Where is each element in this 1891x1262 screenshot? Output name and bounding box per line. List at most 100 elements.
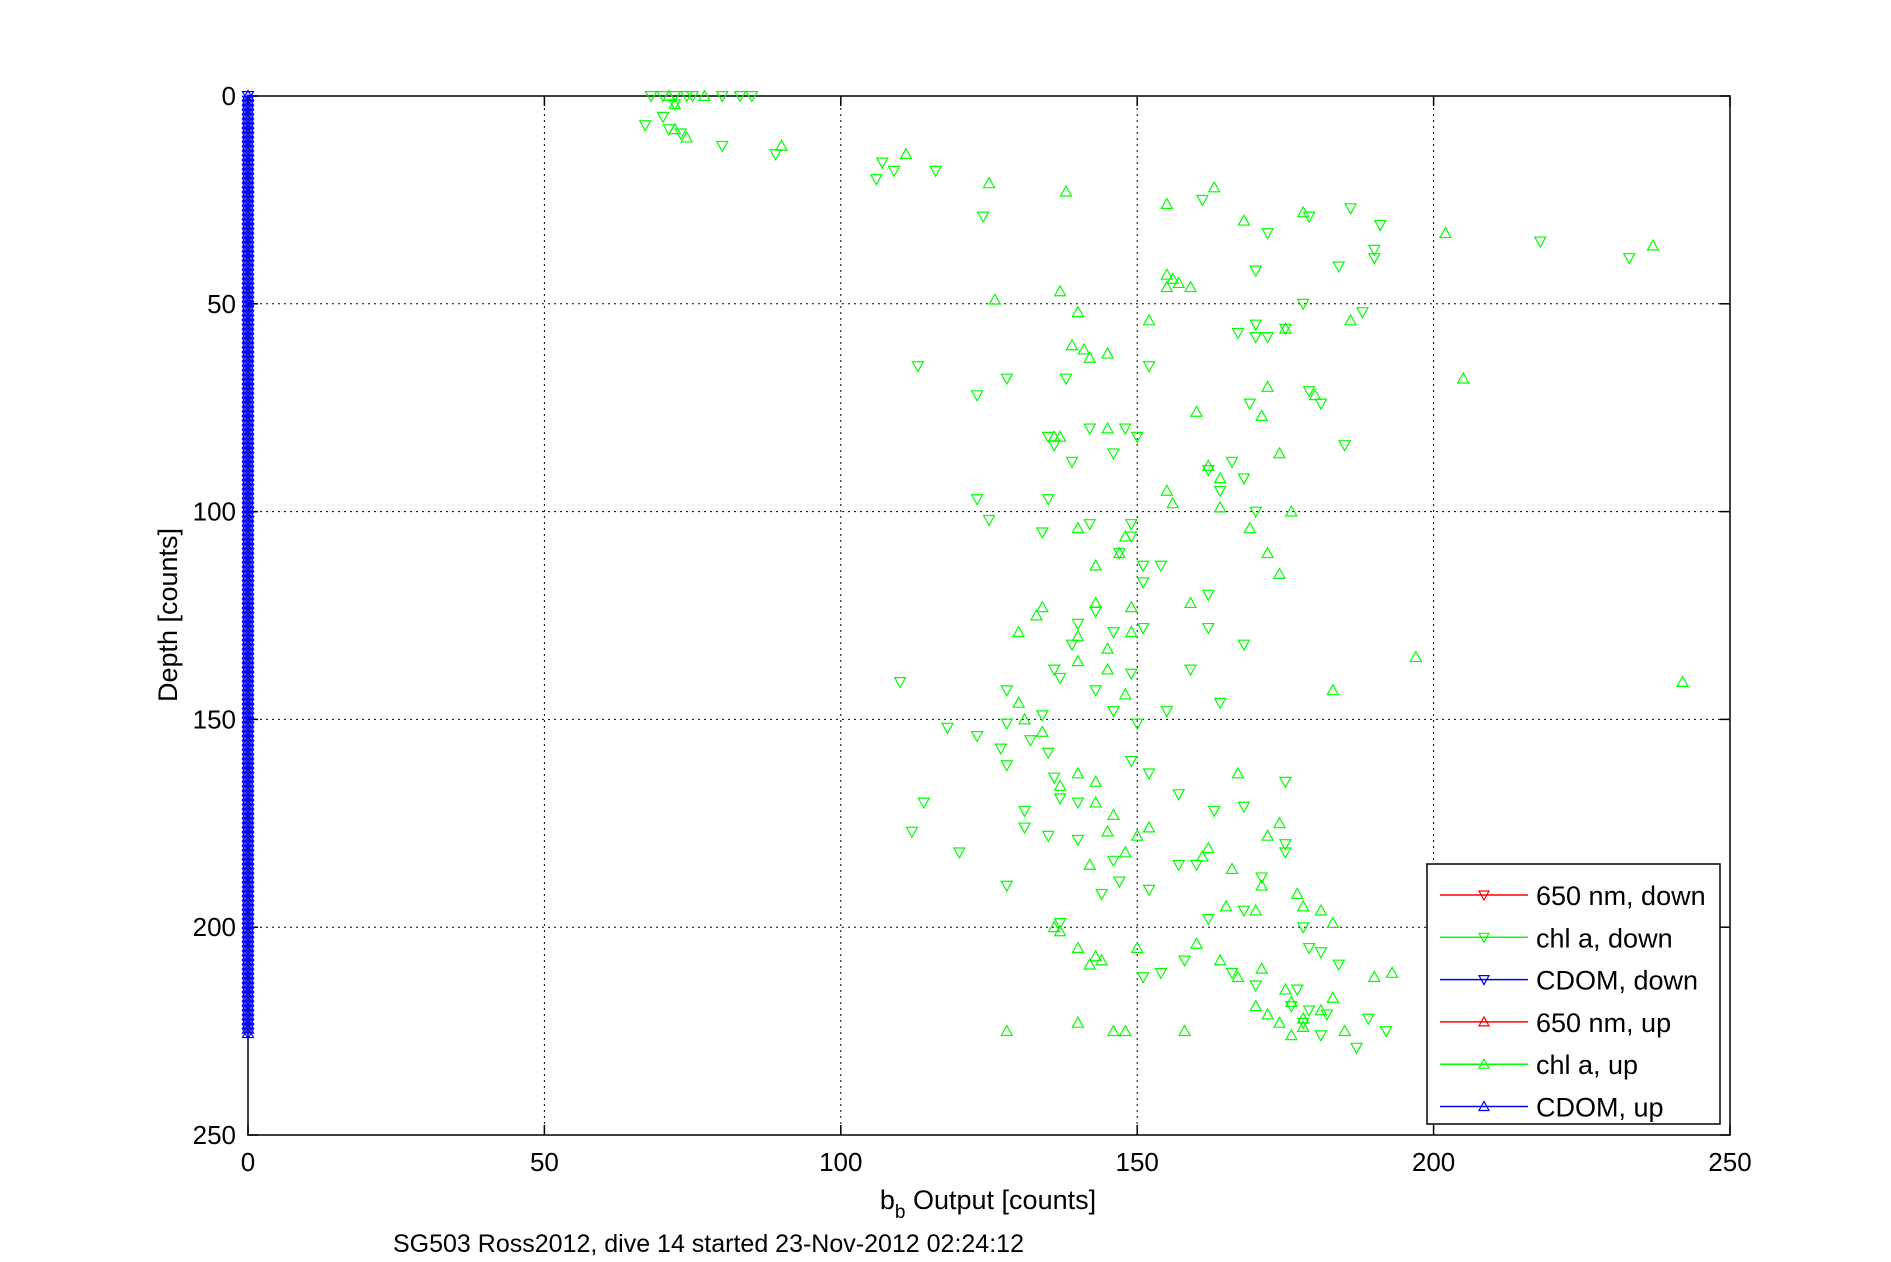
data-point xyxy=(1023,735,1038,747)
data-point xyxy=(1195,194,1209,207)
data-point xyxy=(1178,1024,1192,1037)
data-point xyxy=(911,361,925,373)
legend-entry: CDOM, up xyxy=(1440,1093,1664,1123)
data-point xyxy=(733,90,747,103)
data-point xyxy=(1195,849,1209,862)
data-point xyxy=(1290,984,1304,997)
data-point xyxy=(905,826,919,839)
data-point xyxy=(1261,1007,1275,1020)
legend-box xyxy=(1426,863,1721,1125)
data-point xyxy=(899,147,913,160)
data-point xyxy=(1172,276,1186,289)
data-point xyxy=(686,90,700,103)
data-point xyxy=(1089,606,1103,619)
data-point xyxy=(887,165,901,178)
data-point xyxy=(1302,1005,1316,1018)
data-point xyxy=(1219,899,1233,912)
data-point xyxy=(1136,560,1150,573)
data-point xyxy=(1249,903,1263,916)
data-point xyxy=(917,797,931,810)
data-point xyxy=(1065,639,1079,652)
data-point xyxy=(1284,1028,1298,1041)
data-point xyxy=(1367,253,1381,265)
data-point xyxy=(1035,725,1049,737)
legend-label: CDOM, down xyxy=(1536,966,1698,996)
data-point xyxy=(775,139,789,151)
data-point xyxy=(1296,922,1310,934)
y-tick-label: 50 xyxy=(207,289,236,319)
data-point xyxy=(1350,1042,1364,1055)
data-point xyxy=(1089,685,1103,698)
data-point xyxy=(1083,858,1097,870)
data-point xyxy=(1225,456,1239,469)
data-point xyxy=(1172,859,1186,872)
data-point xyxy=(1231,970,1245,983)
data-point xyxy=(1296,1020,1310,1032)
data-point xyxy=(1272,816,1286,829)
data-point xyxy=(1101,346,1115,359)
data-point xyxy=(1207,180,1221,193)
data-point xyxy=(1142,884,1156,897)
data-point xyxy=(1243,398,1257,411)
data-point xyxy=(970,494,984,506)
data-points xyxy=(241,89,1690,1055)
data-point xyxy=(1278,776,1292,789)
data-point xyxy=(1261,546,1275,559)
data-point xyxy=(1065,338,1079,351)
data-point xyxy=(1053,793,1067,806)
data-point xyxy=(1189,405,1203,417)
data-point xyxy=(1255,872,1269,885)
data-point xyxy=(1106,1024,1121,1037)
data-point xyxy=(970,390,984,402)
data-point xyxy=(1332,959,1346,972)
data-point xyxy=(1373,219,1387,232)
data-point xyxy=(1053,918,1067,930)
data-point xyxy=(940,722,955,735)
data-point xyxy=(241,1026,255,1039)
data-point xyxy=(1160,280,1174,293)
data-point xyxy=(1249,319,1263,332)
data-point xyxy=(1101,642,1115,654)
data-point xyxy=(1160,267,1174,280)
data-point xyxy=(1237,473,1251,486)
data-point xyxy=(1409,650,1423,663)
data-point xyxy=(1344,203,1358,215)
data-point xyxy=(1018,822,1032,835)
data-point xyxy=(1071,941,1085,953)
data-point xyxy=(1249,265,1263,278)
data-point xyxy=(1184,664,1198,677)
data-point xyxy=(1041,494,1055,506)
data-point xyxy=(1189,859,1203,872)
data-point xyxy=(1142,313,1156,326)
data-point xyxy=(680,130,694,143)
data-point xyxy=(1000,685,1014,698)
data-point xyxy=(1213,471,1227,484)
data-point xyxy=(1249,980,1263,993)
data-point xyxy=(1272,446,1286,459)
data-point xyxy=(1255,962,1269,974)
series-5 xyxy=(241,89,255,1039)
data-point xyxy=(1041,747,1055,760)
legend-marker xyxy=(1477,932,1491,944)
data-point xyxy=(1201,622,1215,635)
data-point xyxy=(1053,779,1067,791)
data-point xyxy=(1314,1030,1328,1042)
data-point xyxy=(1284,504,1298,517)
data-point xyxy=(1154,967,1168,980)
data-point xyxy=(1071,654,1085,667)
data-point xyxy=(1261,380,1275,392)
x-tick-label: 100 xyxy=(819,1147,862,1177)
data-point xyxy=(1237,639,1251,652)
data-point xyxy=(715,140,729,153)
data-point xyxy=(1296,205,1310,218)
x-axis-label: bb Output [counts] xyxy=(880,1185,1096,1223)
data-point xyxy=(1124,755,1138,768)
data-point xyxy=(1000,760,1014,772)
data-point xyxy=(1071,629,1085,642)
data-point xyxy=(1249,999,1263,1012)
data-point xyxy=(1207,805,1221,818)
data-point xyxy=(1213,500,1227,513)
data-point xyxy=(1012,696,1026,708)
data-point xyxy=(1136,972,1150,984)
